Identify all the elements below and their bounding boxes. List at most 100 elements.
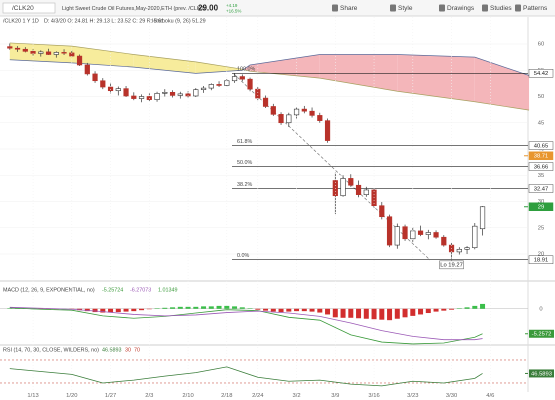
x-tick-label: 2/24 [252, 393, 264, 399]
fib-ratio: 50.0% [237, 160, 252, 166]
button-icon [439, 4, 445, 12]
rsi-low-level: 30 [125, 347, 131, 353]
y-tick-label: 30 [538, 199, 544, 205]
chart-title: /CLK20 1 Y 1D [3, 18, 39, 24]
candle-body [61, 52, 67, 54]
candle-body [355, 184, 362, 195]
histogram-bar [162, 307, 168, 309]
candle-body [262, 97, 269, 107]
candle-body [162, 91, 168, 94]
fib-price-box [528, 141, 554, 150]
x-tick-label: 2/3 [145, 393, 153, 399]
histogram-bar [371, 308, 377, 320]
toolbar-button[interactable]: Drawings [447, 5, 475, 12]
last-label-box [529, 329, 554, 338]
last-price-box [528, 202, 554, 212]
cloud-line [9, 42, 530, 111]
candle-body [247, 78, 253, 90]
candle-body [216, 84, 222, 86]
candle-body [456, 248, 462, 253]
cloud-fill [250, 54, 320, 79]
candle-body [231, 76, 238, 82]
description: Light Sweet Crude Oil Futures,May-2020,E… [62, 6, 205, 12]
histogram-bar [239, 307, 245, 309]
candle-body [76, 55, 83, 66]
button-icon [482, 4, 488, 12]
candle-body [379, 205, 385, 218]
candle-body [22, 48, 28, 52]
histogram-bar [170, 307, 176, 309]
cloud-fill [474, 57, 530, 111]
y-tick-label: 45 [538, 120, 544, 126]
toolbar-button[interactable]: Style [398, 5, 413, 12]
histogram-bar [449, 308, 455, 310]
toolbar-button[interactable]: Patterns [523, 5, 548, 12]
candle-body [138, 96, 145, 99]
fib-price-box [528, 162, 554, 171]
histogram-bar [441, 308, 447, 311]
histogram-bar [208, 306, 214, 309]
x-tick-label: 3/23 [407, 393, 418, 399]
study-value: 38.71 [534, 154, 549, 160]
histogram-bar [177, 306, 183, 309]
histogram-bar [255, 308, 261, 310]
candle-body [441, 236, 447, 246]
histogram-bar [425, 308, 431, 314]
candle-body [115, 88, 121, 92]
fib-ratio: 0.0% [237, 253, 249, 259]
histogram-bar [224, 305, 230, 309]
macd-line [9, 307, 483, 345]
x-tick-label: 1/27 [105, 393, 116, 399]
histogram-bar [216, 305, 222, 309]
histogram-bar [286, 308, 292, 312]
button-icon [515, 4, 521, 12]
fib-ratio: 100.0% [237, 67, 255, 73]
candle-body [14, 47, 21, 50]
fib-ratio: 38.2% [237, 182, 252, 188]
histogram-bar [84, 308, 90, 312]
histogram-bar [332, 308, 338, 318]
candle-body [84, 64, 90, 75]
candle-body [100, 80, 106, 88]
candle-body [278, 114, 284, 124]
candle-body [286, 114, 292, 124]
histogram-bar [185, 306, 191, 309]
histogram-bar [92, 308, 98, 313]
histogram-bar [193, 306, 199, 309]
toolbar-button[interactable]: Share [340, 5, 358, 12]
fib-ratio: 61.8% [237, 139, 252, 145]
x-tick-label: 3/30 [446, 393, 457, 399]
symbol[interactable]: /CLK20 [12, 5, 34, 12]
x-tick-label: 4/6 [486, 393, 494, 399]
candle-body [123, 88, 129, 97]
histogram-bar [348, 308, 354, 318]
candle-body [255, 88, 261, 99]
cloud-fill [195, 61, 243, 74]
rsi-line [9, 366, 483, 387]
x-tick-label: 1/20 [66, 393, 77, 399]
histogram-bar [294, 308, 300, 312]
price: 29.00 [198, 4, 219, 13]
histogram-bar [325, 308, 331, 315]
candle-body [208, 84, 214, 89]
toolbar-button[interactable]: Studies [490, 5, 512, 12]
histogram-bar [309, 308, 315, 312]
histogram-bar [100, 308, 106, 313]
candle-body [417, 230, 424, 235]
candle-body [154, 93, 160, 100]
low-label-box [439, 260, 464, 270]
diff-value: 1.01349 [158, 287, 178, 293]
last-price: 29 [538, 205, 544, 211]
histogram-bar [387, 308, 393, 321]
histogram-bar [139, 308, 145, 311]
histogram-bar [418, 308, 424, 315]
last-label: -5.2572 [532, 332, 552, 338]
fib-price-box [528, 69, 554, 78]
candle-body [402, 226, 408, 240]
histogram-bar [363, 308, 369, 319]
button-icon [332, 4, 338, 12]
symbol-box[interactable] [2, 2, 56, 14]
histogram-bar [270, 308, 276, 312]
x-tick-label: 3/2 [293, 393, 301, 399]
